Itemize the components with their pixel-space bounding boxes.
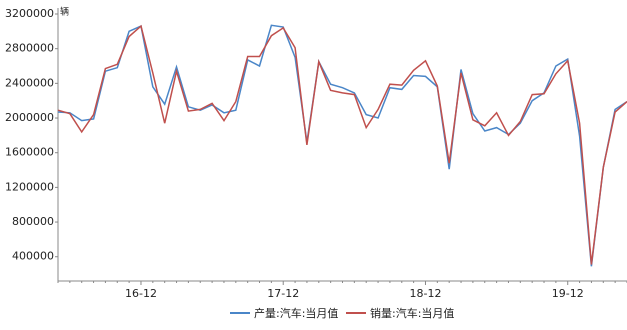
y-tick-label: 2000000 — [5, 111, 54, 124]
series-line — [57, 24, 627, 267]
y-tick-label: 3200000 — [5, 7, 54, 20]
x-tick-label: 18-12 — [409, 287, 441, 300]
x-tick-label: 16-12 — [125, 287, 157, 300]
legend-label: 产量:汽车:当月值 — [254, 306, 338, 320]
x-tick-label: 17-12 — [267, 287, 299, 300]
series-line — [57, 24, 627, 265]
y-tick-label: 2800000 — [5, 42, 54, 55]
unit-label: 辆 — [60, 6, 69, 18]
y-tick-label: 800000 — [12, 215, 54, 228]
x-tick-label: 19-12 — [552, 287, 584, 300]
y-tick-label: 1200000 — [5, 180, 54, 193]
y-tick-label: 2400000 — [5, 76, 54, 89]
legend-label: 销量:汽车:当月值 — [370, 306, 454, 320]
y-tick-label: 400000 — [12, 250, 54, 263]
y-tick-label: 1600000 — [5, 146, 54, 159]
